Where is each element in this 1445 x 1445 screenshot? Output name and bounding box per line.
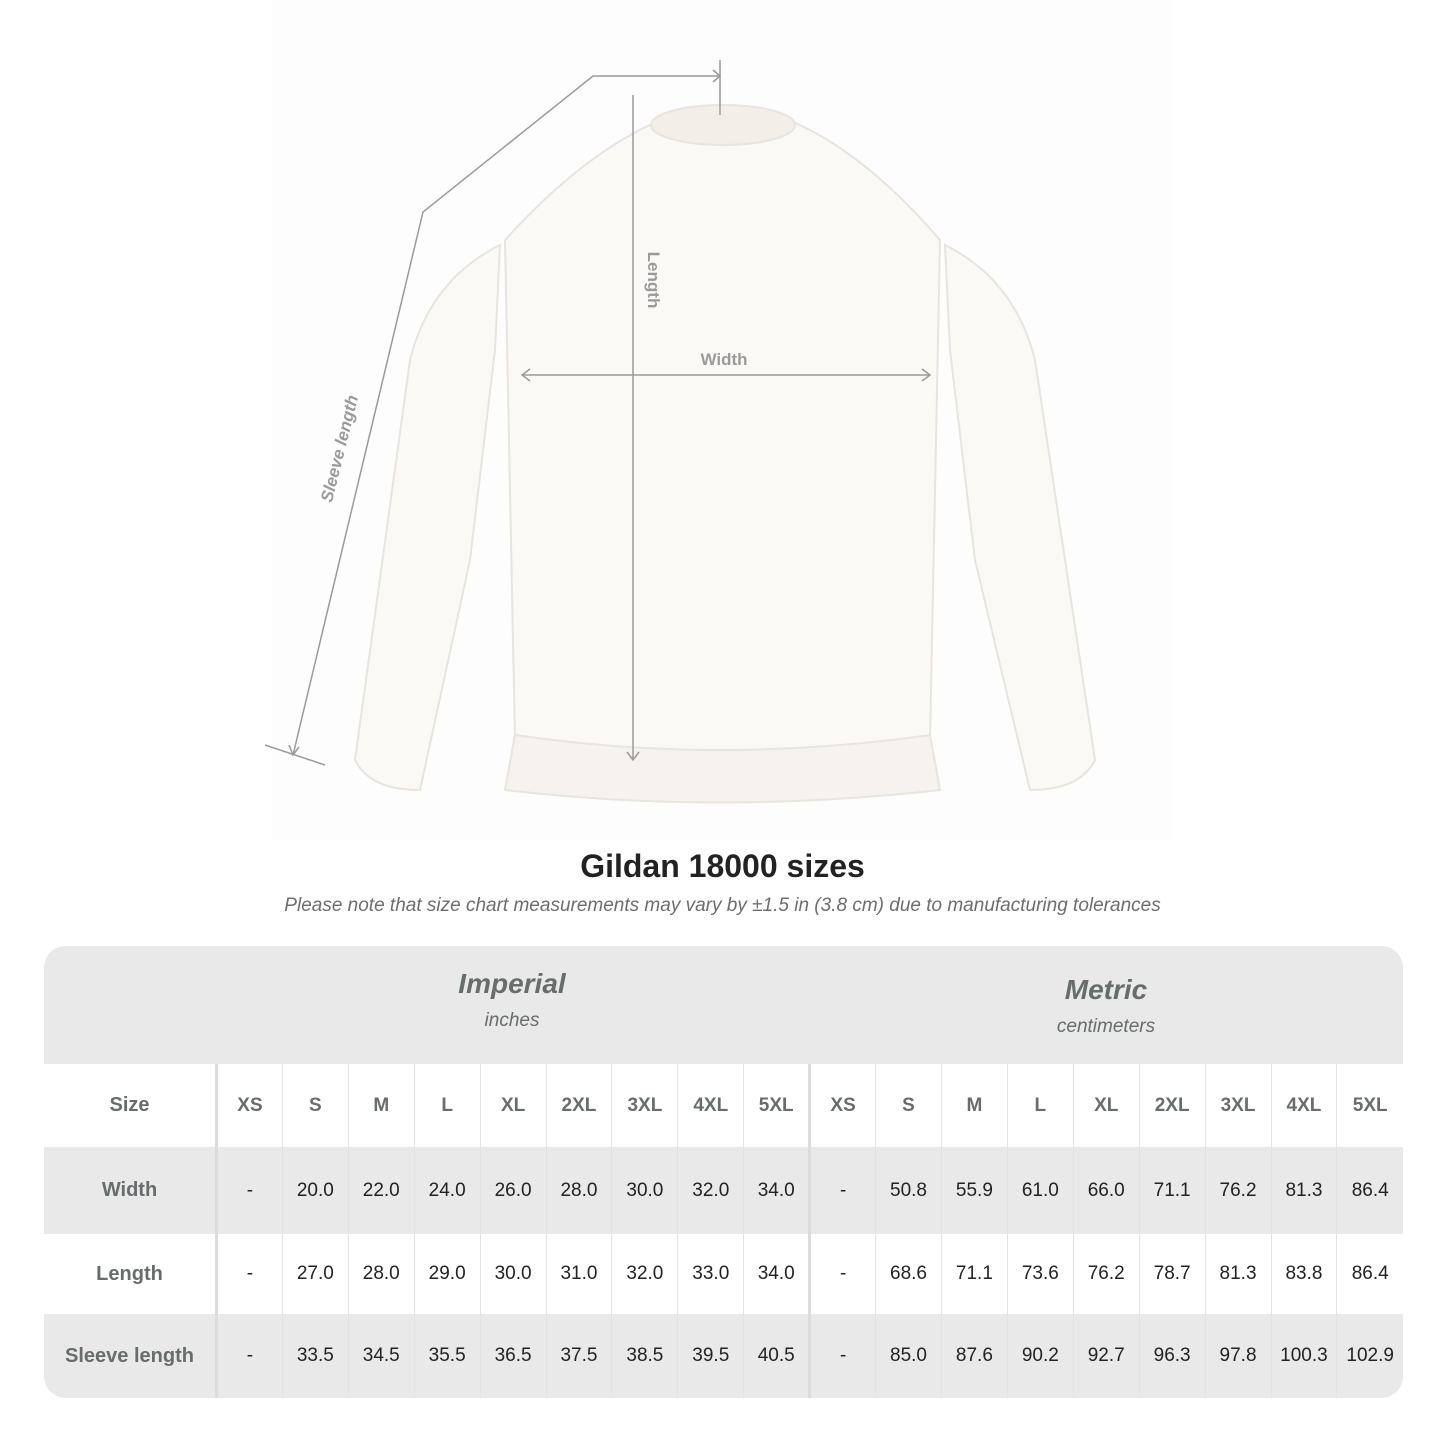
imperial-value-cell: 34.0: [743, 1147, 810, 1234]
imperial-size-m: M: [347, 1064, 415, 1147]
imperial-value-cell: -: [216, 1234, 283, 1314]
metric-size-s: S: [875, 1064, 942, 1147]
metric-value-cell: 86.4: [1336, 1234, 1403, 1314]
imperial-value-cell: 33.0: [677, 1234, 744, 1314]
metric-size-xl: XL: [1072, 1064, 1140, 1147]
metric-value-cell: 83.8: [1270, 1234, 1337, 1314]
imperial-value-cell: 31.0: [545, 1234, 612, 1314]
metric-title: Metric: [1064, 974, 1148, 1005]
imperial-size-5xl: 5XL: [743, 1064, 810, 1147]
row-label: Sleeve length: [44, 1314, 218, 1398]
imperial-size-3xl: 3XL: [611, 1064, 678, 1147]
metric-value-cell: 81.3: [1270, 1147, 1337, 1234]
imperial-value-cell: 39.5: [677, 1314, 744, 1398]
metric-value-cell: 76.2: [1072, 1234, 1140, 1314]
imperial-value-cell: 24.0: [413, 1147, 481, 1234]
size-header-row: Size XS S M L XL 2XL 3XL 4XL 5XL XS S M L XL 2XL 3XL 4XL 5…: [44, 1064, 1403, 1147]
metric-size-3xl: 3XL: [1204, 1064, 1271, 1147]
imperial-value-cell: 34.5: [347, 1314, 415, 1398]
row-label: Width: [44, 1147, 218, 1234]
metric-size-m: M: [940, 1064, 1008, 1147]
imperial-value-cell: 22.0: [347, 1147, 415, 1234]
imperial-header: Imperial inches: [215, 968, 809, 1032]
metric-value-cell: -: [808, 1314, 876, 1398]
length-label: Length: [644, 252, 663, 309]
sweatshirt-illustration: Length Width Sleeve length: [264, 60, 1097, 804]
imperial-value-cell: 32.0: [677, 1147, 744, 1234]
imperial-size-2xl: 2XL: [545, 1064, 612, 1147]
imperial-value-cell: 37.5: [545, 1314, 612, 1398]
imperial-value-cell: 26.0: [479, 1147, 547, 1234]
size-label: Size: [44, 1064, 218, 1147]
imperial-value-cell: 34.0: [743, 1234, 810, 1314]
imperial-value-cell: 20.0: [281, 1147, 349, 1234]
imperial-value-cell: -: [216, 1314, 283, 1398]
imperial-value-cell: 28.0: [545, 1147, 612, 1234]
page-title: Gildan 18000 sizes: [580, 848, 865, 884]
size-table: Imperial inches Metric centimeters Size X…: [44, 946, 1403, 1398]
imperial-size-l: L: [413, 1064, 481, 1147]
metric-value-cell: 78.7: [1138, 1234, 1206, 1314]
metric-value-cell: 96.3: [1138, 1314, 1206, 1398]
imperial-value-cell: 30.0: [611, 1147, 678, 1234]
imperial-value-cell: 29.0: [413, 1234, 481, 1314]
table-row: Sleeve length -33.5 34.5 35.5 36.5 37.5 38.5 39…: [44, 1314, 1403, 1398]
metric-header: Metric centimeters: [809, 974, 1403, 1038]
metric-unit: centimeters: [1056, 1016, 1156, 1037]
metric-value-cell: 76.2: [1204, 1147, 1271, 1234]
imperial-value-cell: 35.5: [413, 1314, 481, 1398]
metric-size-2xl: 2XL: [1138, 1064, 1206, 1147]
metric-size-xs: XS: [808, 1064, 876, 1147]
imperial-value-cell: 36.5: [479, 1314, 547, 1398]
imperial-size-xl: XL: [479, 1064, 547, 1147]
metric-value-cell: 68.6: [875, 1234, 942, 1314]
imperial-value-cell: 32.0: [611, 1234, 678, 1314]
metric-value-cell: 85.0: [875, 1314, 942, 1398]
metric-value-cell: 71.1: [1138, 1147, 1206, 1234]
metric-value-cell: -: [808, 1147, 876, 1234]
sweatshirt: [353, 104, 1097, 804]
metric-value-cell: 61.0: [1006, 1147, 1074, 1234]
metric-value-cell: 102.9: [1336, 1314, 1403, 1398]
imperial-value-cell: 28.0: [347, 1234, 415, 1314]
metric-value-cell: 50.8: [875, 1147, 942, 1234]
metric-value-cell: 73.6: [1006, 1234, 1074, 1314]
metric-value-cell: 87.6: [940, 1314, 1008, 1398]
metric-value-cell: 92.7: [1072, 1314, 1140, 1398]
metric-value-cell: 97.8: [1204, 1314, 1271, 1398]
imperial-value-cell: 33.5: [281, 1314, 349, 1398]
metric-size-4xl: 4XL: [1270, 1064, 1337, 1147]
metric-size-5xl: 5XL: [1336, 1064, 1403, 1147]
tolerance-note: Please note that size chart measurements…: [284, 895, 1161, 916]
row-label: Length: [44, 1234, 218, 1314]
imperial-value-cell: -: [216, 1147, 283, 1234]
imperial-size-xs: XS: [216, 1064, 283, 1147]
imperial-title: Imperial: [458, 968, 566, 999]
imperial-unit: inches: [484, 1010, 540, 1031]
width-label: Width: [700, 350, 747, 369]
metric-value-cell: 90.2: [1006, 1314, 1074, 1398]
metric-value-cell: 86.4: [1336, 1147, 1403, 1234]
table-row: Length -27.0 28.0 29.0 30.0 31.0 32.0 33.0 34.0-…: [44, 1234, 1403, 1314]
table-row: Width -20.0 22.0 24.0 26.0 28.0 30.0 32.0 34.0-5…: [44, 1147, 1403, 1234]
size-grid: Size XS S M L XL 2XL 3XL 4XL 5XL XS S M L XL 2XL 3XL 4XL 5…: [44, 1064, 1403, 1398]
imperial-value-cell: 27.0: [281, 1234, 349, 1314]
imperial-value-cell: 30.0: [479, 1234, 547, 1314]
metric-value-cell: -: [808, 1234, 876, 1314]
metric-size-l: L: [1006, 1064, 1074, 1147]
metric-value-cell: 100.3: [1270, 1314, 1337, 1398]
imperial-size-s: S: [281, 1064, 349, 1147]
metric-value-cell: 71.1: [940, 1234, 1008, 1314]
imperial-value-cell: 38.5: [611, 1314, 678, 1398]
metric-value-cell: 55.9: [940, 1147, 1008, 1234]
measurement-lines: [264, 60, 932, 766]
imperial-size-4xl: 4XL: [677, 1064, 744, 1147]
metric-value-cell: 81.3: [1204, 1234, 1271, 1314]
metric-value-cell: 66.0: [1072, 1147, 1140, 1234]
table-header: Imperial inches Metric centimeters: [44, 946, 1403, 1064]
imperial-value-cell: 40.5: [743, 1314, 810, 1398]
